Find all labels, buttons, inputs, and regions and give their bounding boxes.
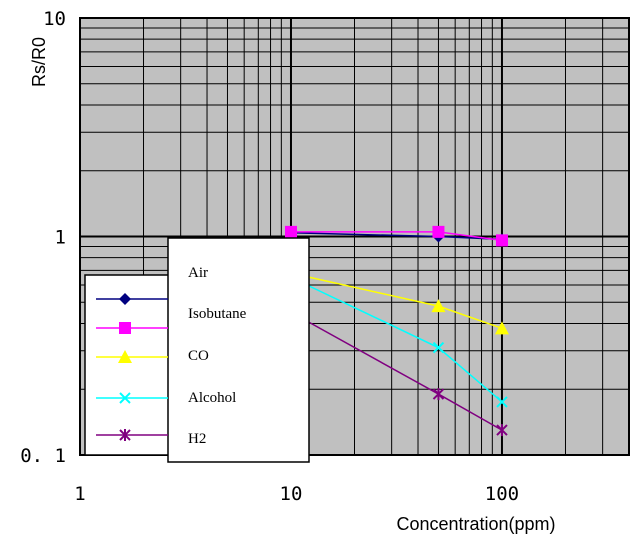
x-tick-label: 100 [485, 483, 519, 505]
data-point-h2 [432, 388, 445, 401]
legend-item-alcohol: Alcohol [96, 390, 236, 406]
legend-label-h2: H2 [188, 431, 206, 447]
legend-label-box [167, 237, 310, 463]
data-point-h2 [496, 424, 508, 437]
y-tick-label: 0. 1 [20, 445, 66, 467]
series-isobutane [284, 225, 508, 247]
legend-label-alcohol: Alcohol [188, 390, 236, 406]
legend-item-isobutane: Isobutane [96, 306, 247, 334]
data-point-isobutane [432, 225, 445, 238]
legend-item-h2: H2 [96, 429, 206, 447]
x-tick-label: 1 [74, 483, 85, 505]
legend-marker-air [119, 293, 131, 305]
series-lines [283, 225, 509, 437]
legend-marker-alcohol [119, 392, 131, 404]
legend-item-co: CO [96, 348, 209, 364]
legend: Air Isobutane CO Alcohol H2 [84, 237, 310, 463]
plot-border [79, 17, 630, 456]
y-tick-labels: 0. 1 1 10 [20, 8, 66, 467]
data-point-isobutane [495, 234, 508, 247]
legend-label-co: CO [188, 348, 209, 364]
legend-symbol-box [84, 274, 176, 456]
legend-label-isobutane: Isobutane [188, 306, 247, 322]
data-point-isobutane [284, 225, 297, 238]
data-point-alcohol [496, 396, 508, 408]
legend-marker-co [118, 350, 132, 363]
data-point-alcohol [432, 341, 445, 354]
legend-marker-isobutane [119, 322, 131, 334]
y-tick-label: 1 [55, 227, 66, 249]
x-axis-title: Concentration(ppm) [396, 514, 555, 534]
legend-label-air: Air [188, 265, 208, 281]
legend-marker-h2 [119, 429, 131, 441]
x-tick-labels: 1 10 100 [74, 483, 519, 505]
legend-item-air: Air [96, 265, 208, 305]
data-point-co [431, 299, 446, 313]
y-tick-label: 10 [43, 8, 66, 30]
x-tick-label: 10 [280, 483, 303, 505]
y-axis-title: Rs/R0 [29, 37, 49, 87]
data-point-co [494, 321, 509, 335]
